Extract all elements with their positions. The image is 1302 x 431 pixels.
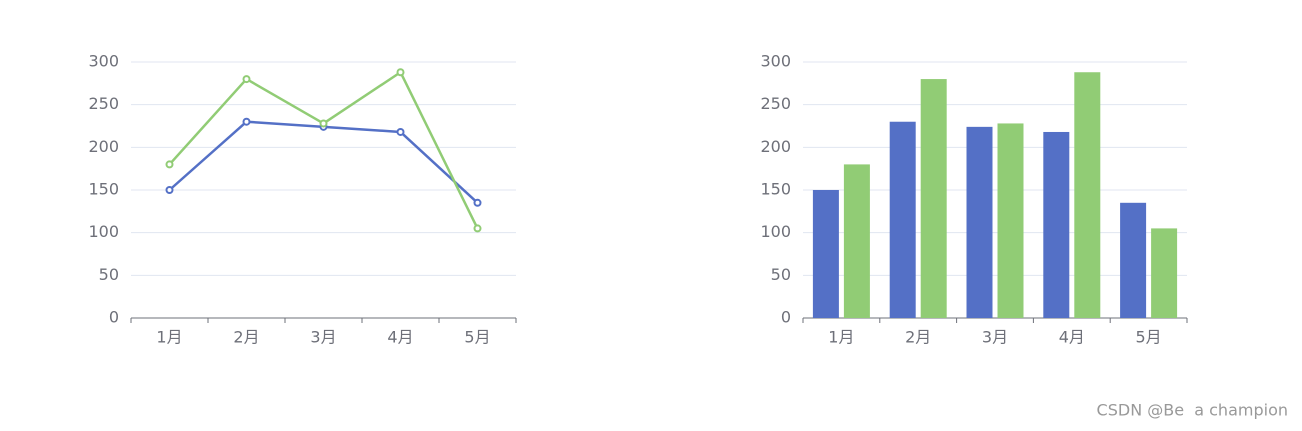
x-tick-label: 4月 bbox=[1059, 328, 1085, 347]
x-tick-label: 3月 bbox=[310, 328, 336, 347]
point bbox=[319, 119, 328, 128]
y-tick-label: 100 bbox=[88, 222, 119, 241]
bar bbox=[966, 126, 993, 318]
bar bbox=[1074, 72, 1101, 319]
point bbox=[165, 160, 174, 169]
bar bbox=[843, 164, 870, 318]
x-tick-label: 1月 bbox=[156, 328, 182, 347]
x-tick-label: 3月 bbox=[982, 328, 1008, 347]
y-tick-label: 200 bbox=[760, 137, 791, 156]
x-tick-label: 2月 bbox=[233, 328, 259, 347]
x-tick-label: 5月 bbox=[464, 328, 490, 347]
x-tick-label: 2月 bbox=[905, 328, 931, 347]
bar bbox=[1043, 131, 1070, 318]
y-tick-label: 300 bbox=[760, 52, 791, 71]
y-tick-label: 150 bbox=[760, 180, 791, 199]
bar bbox=[997, 123, 1024, 318]
y-tick-label: 250 bbox=[760, 94, 791, 113]
watermark: CSDN @Be a champion bbox=[1097, 401, 1288, 420]
bar bbox=[1120, 202, 1147, 318]
point bbox=[396, 127, 405, 136]
point bbox=[165, 186, 174, 194]
point bbox=[242, 117, 251, 126]
point bbox=[473, 224, 482, 233]
bar bbox=[1151, 228, 1178, 318]
x-tick-label: 5月 bbox=[1136, 328, 1162, 347]
y-tick-label: 150 bbox=[88, 180, 119, 199]
y-tick-label: 50 bbox=[771, 265, 791, 284]
y-tick-label: 200 bbox=[88, 137, 119, 156]
bar bbox=[812, 190, 839, 318]
y-tick-label: 300 bbox=[88, 52, 119, 71]
y-tick-label: 0 bbox=[109, 308, 119, 327]
bar bbox=[889, 121, 916, 318]
point bbox=[242, 75, 251, 84]
point bbox=[396, 68, 405, 77]
x-tick-label: 4月 bbox=[387, 328, 413, 347]
y-tick-label: 0 bbox=[781, 308, 791, 327]
y-tick-label: 250 bbox=[88, 94, 119, 113]
bar bbox=[920, 79, 947, 318]
y-tick-label: 100 bbox=[760, 222, 791, 241]
y-tick-label: 50 bbox=[99, 265, 119, 284]
point bbox=[473, 198, 482, 207]
x-tick-label: 1月 bbox=[828, 328, 854, 347]
